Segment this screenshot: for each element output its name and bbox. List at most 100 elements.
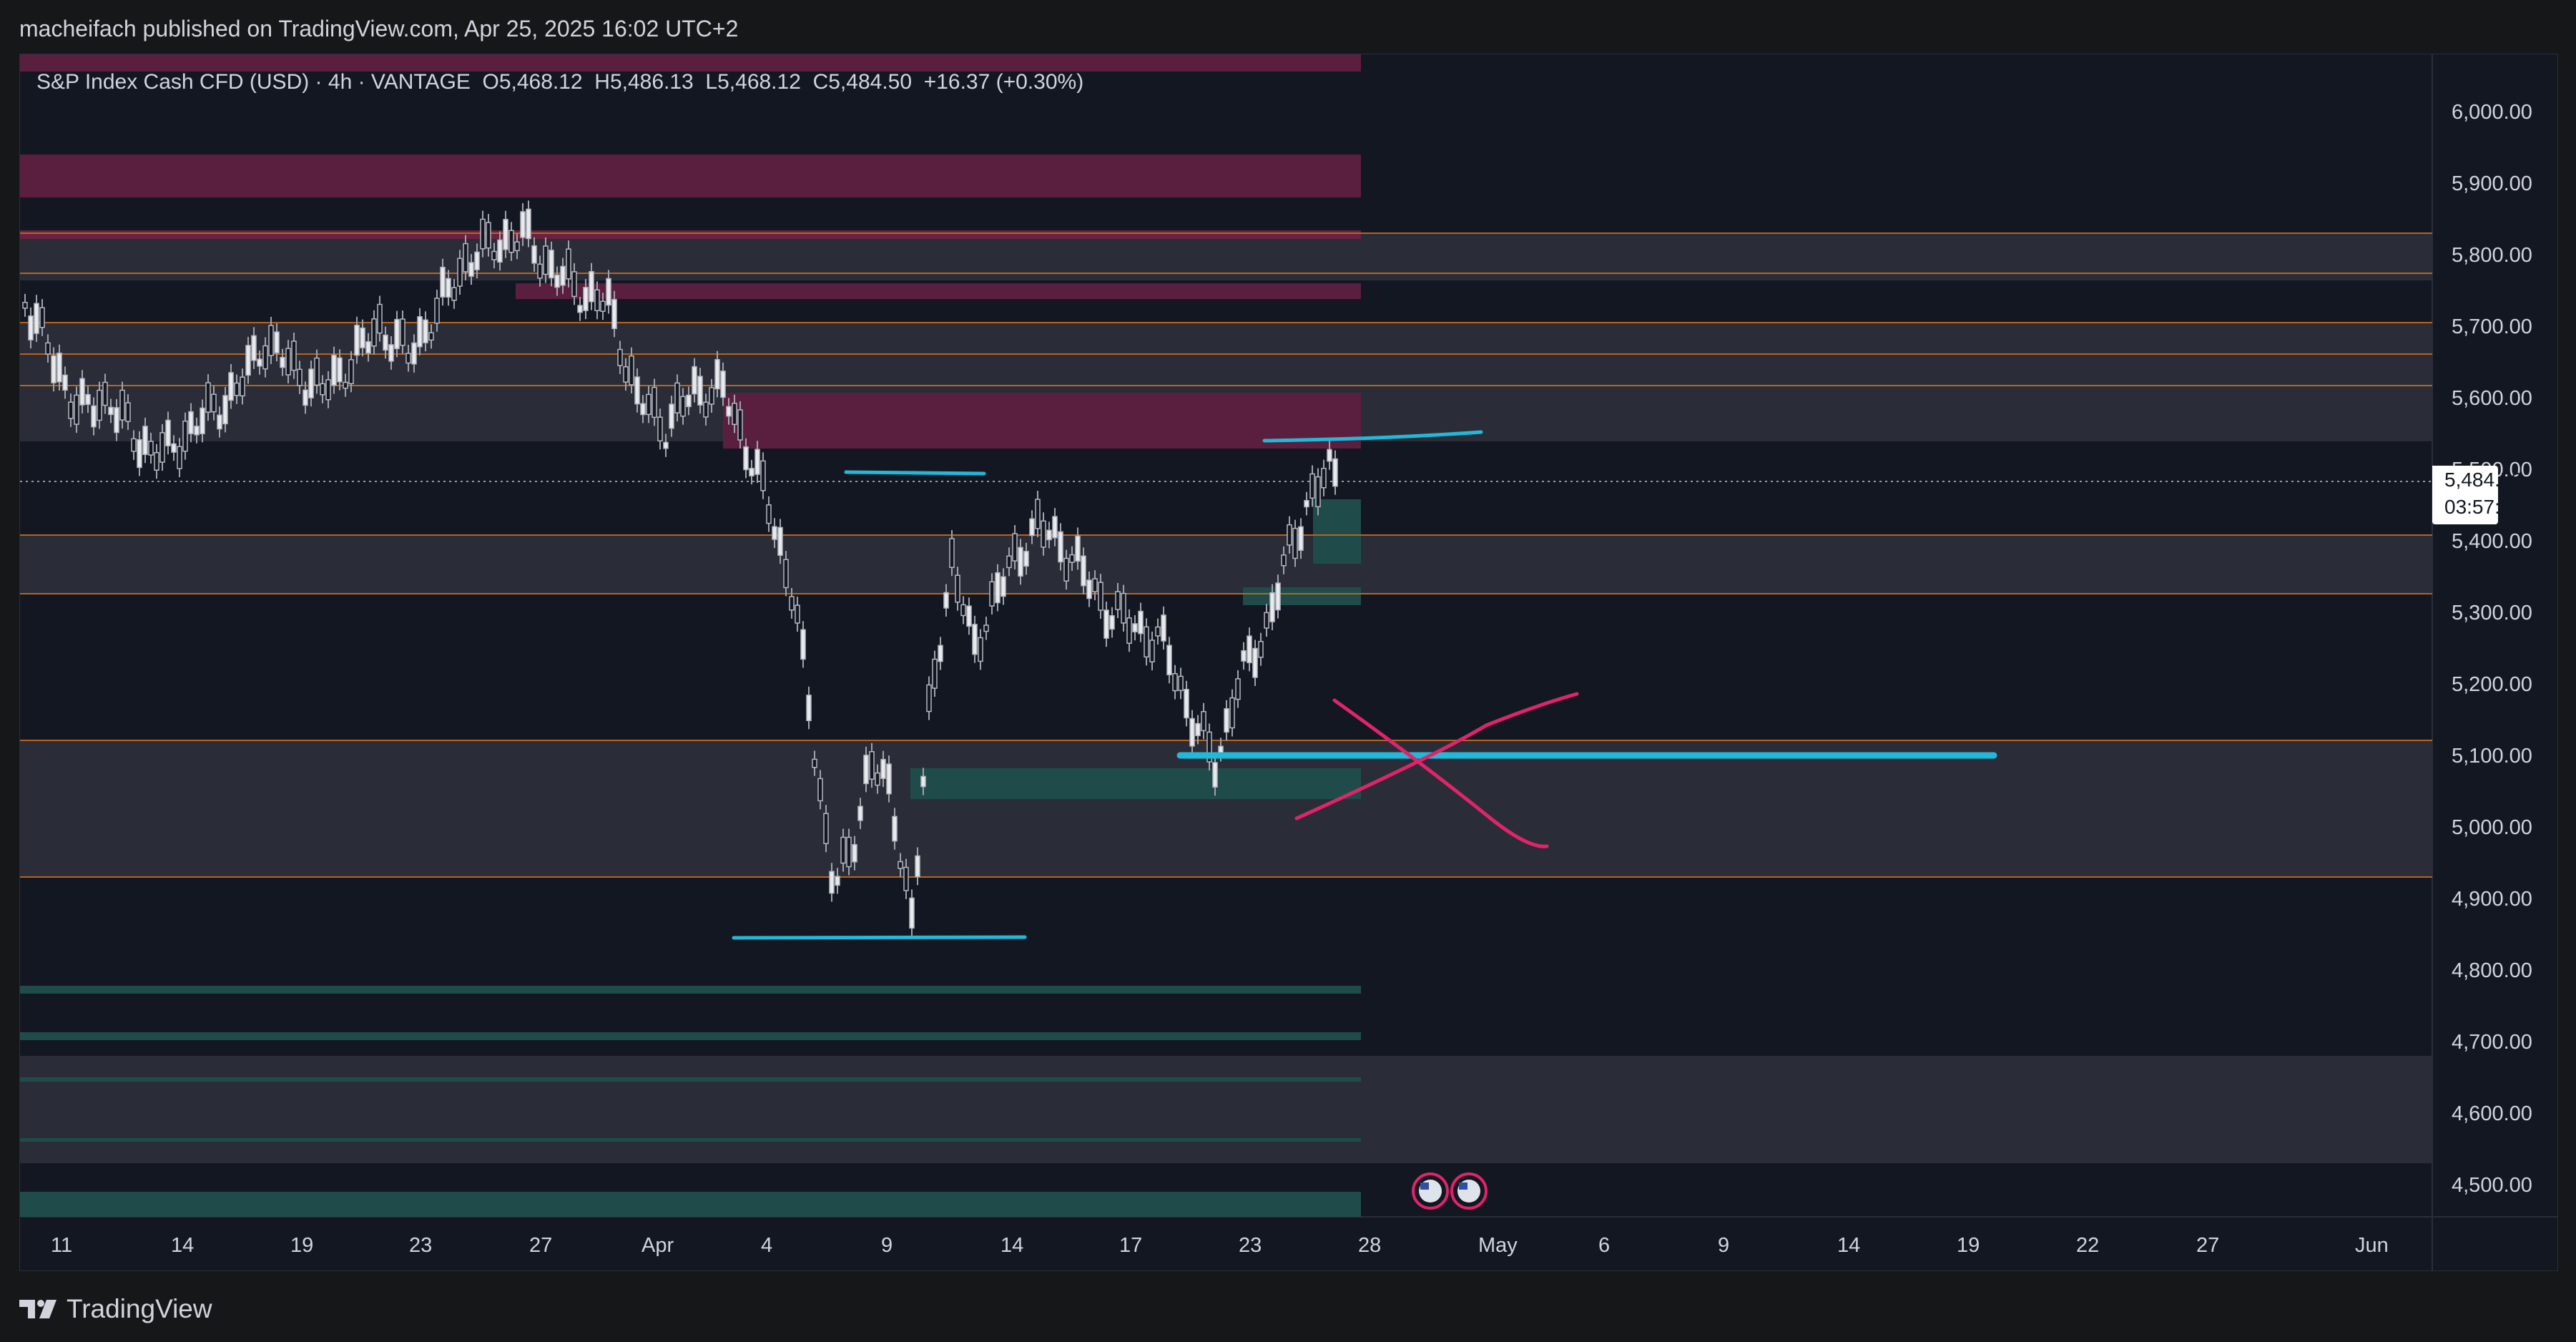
candle: [159, 432, 165, 463]
time-axis-label: 14: [1837, 1234, 1860, 1257]
candle: [663, 441, 669, 449]
candle: [880, 758, 886, 779]
candle: [1269, 592, 1275, 622]
time-axis-label: 28: [1358, 1234, 1381, 1257]
candle: [377, 303, 383, 334]
open-value: 5,468.12: [498, 70, 583, 94]
demand-zone: [1313, 499, 1361, 564]
candle: [177, 446, 182, 469]
candle: [182, 420, 188, 452]
price-tick-label: 4,600.00: [2452, 1102, 2532, 1125]
candle: [480, 218, 486, 250]
candle: [623, 366, 629, 383]
candle: [817, 778, 823, 802]
trendlines[interactable]: [732, 430, 1997, 940]
candle: [1206, 731, 1212, 763]
candle: [440, 266, 446, 298]
change-value: +16.37 (+0.30%): [923, 70, 1084, 94]
footer-brand[interactable]: TradingView: [19, 1291, 212, 1327]
candle: [251, 335, 257, 361]
candle: [743, 446, 749, 471]
candle: [1184, 689, 1189, 719]
candle: [783, 559, 789, 589]
demand-zone: [20, 1032, 1361, 1040]
candle: [978, 637, 983, 662]
price-scale[interactable]: 6,000.00 5,900.00 5,800.00 5,700.00 5,600.00…: [2452, 101, 2532, 1197]
candle: [577, 305, 583, 313]
chart-pane[interactable]: 6,000.00 5,900.00 5,800.00 5,700.00 5,600.00…: [19, 54, 2558, 1271]
candle: [331, 354, 337, 386]
candle: [297, 368, 303, 386]
supply-zone: [723, 393, 1361, 449]
price-tick-label: 5,000.00: [2452, 816, 2532, 839]
candle: [1058, 531, 1063, 563]
us-flag-icon: [1420, 1182, 1429, 1190]
trendline[interactable]: [1262, 430, 1483, 443]
candle: [1235, 678, 1241, 700]
candle: [1023, 551, 1029, 567]
demand-zone: [20, 1077, 1361, 1082]
candle: [1001, 576, 1006, 597]
candle: [137, 439, 142, 469]
time-axis[interactable]: 11 14 19 23 27 Apr 4 9 14 17 23 28 May 6 9 14 19 22 27 Jun: [51, 1234, 2389, 1257]
candle: [1218, 745, 1224, 754]
candle: [915, 855, 920, 878]
candle: [119, 389, 125, 421]
candle: [1138, 610, 1144, 635]
candle: [646, 393, 652, 416]
candle: [28, 315, 34, 341]
candle: [949, 538, 955, 568]
candle: [131, 438, 137, 452]
chart-canvas[interactable]: 6,000.00 5,900.00 5,800.00 5,700.00 5,600.00…: [20, 54, 2557, 1270]
candle: [1126, 617, 1132, 644]
supply-zone: [20, 230, 1361, 239]
candle: [1309, 473, 1315, 499]
candle: [1115, 591, 1121, 610]
candle: [1287, 524, 1292, 546]
candle: [388, 344, 394, 362]
candle: [869, 751, 875, 780]
candle: [1161, 614, 1166, 642]
candle: [863, 755, 869, 785]
candle: [1075, 535, 1081, 562]
symbol-name: S&P Index Cash CFD (USD) · 4h · VANTAGE: [36, 70, 471, 94]
cross-stroke[interactable]: [1332, 698, 1549, 848]
time-axis-label: 6: [1598, 1234, 1610, 1257]
time-axis-label: 23: [1239, 1234, 1262, 1257]
time-axis-label: 17: [1119, 1234, 1142, 1257]
candle: [451, 287, 457, 301]
trendline[interactable]: [732, 935, 1027, 940]
candle: [411, 342, 417, 365]
time-axis-label: 22: [2076, 1234, 2099, 1257]
candle: [417, 315, 423, 348]
candle: [62, 374, 68, 391]
demand-zone: [20, 1192, 1361, 1217]
candle: [56, 352, 62, 383]
candle: [1035, 499, 1041, 529]
candle: [571, 271, 577, 298]
candle: [74, 394, 79, 425]
candle: [508, 230, 514, 253]
brand-name: TradingView: [67, 1294, 212, 1323]
candle: [732, 403, 737, 426]
candle: [45, 342, 51, 355]
candle: [234, 382, 240, 396]
time-axis-label: 14: [171, 1234, 194, 1257]
time-axis-label: 19: [290, 1234, 313, 1257]
time-axis-label: 27: [2196, 1234, 2219, 1257]
invalidation-cross[interactable]: [1294, 692, 1579, 848]
candle: [365, 341, 371, 354]
candle: [772, 526, 777, 540]
candle: [262, 345, 268, 370]
candle: [909, 897, 915, 929]
candle: [709, 387, 714, 405]
candle: [22, 302, 28, 309]
candle: [966, 605, 972, 627]
economic-event-flags[interactable]: [1412, 1172, 1488, 1210]
candle: [217, 414, 222, 430]
candle: [1241, 650, 1247, 662]
cross-stroke[interactable]: [1294, 692, 1579, 821]
candle: [39, 307, 45, 328]
candle: [629, 355, 634, 386]
trendline[interactable]: [844, 470, 986, 476]
